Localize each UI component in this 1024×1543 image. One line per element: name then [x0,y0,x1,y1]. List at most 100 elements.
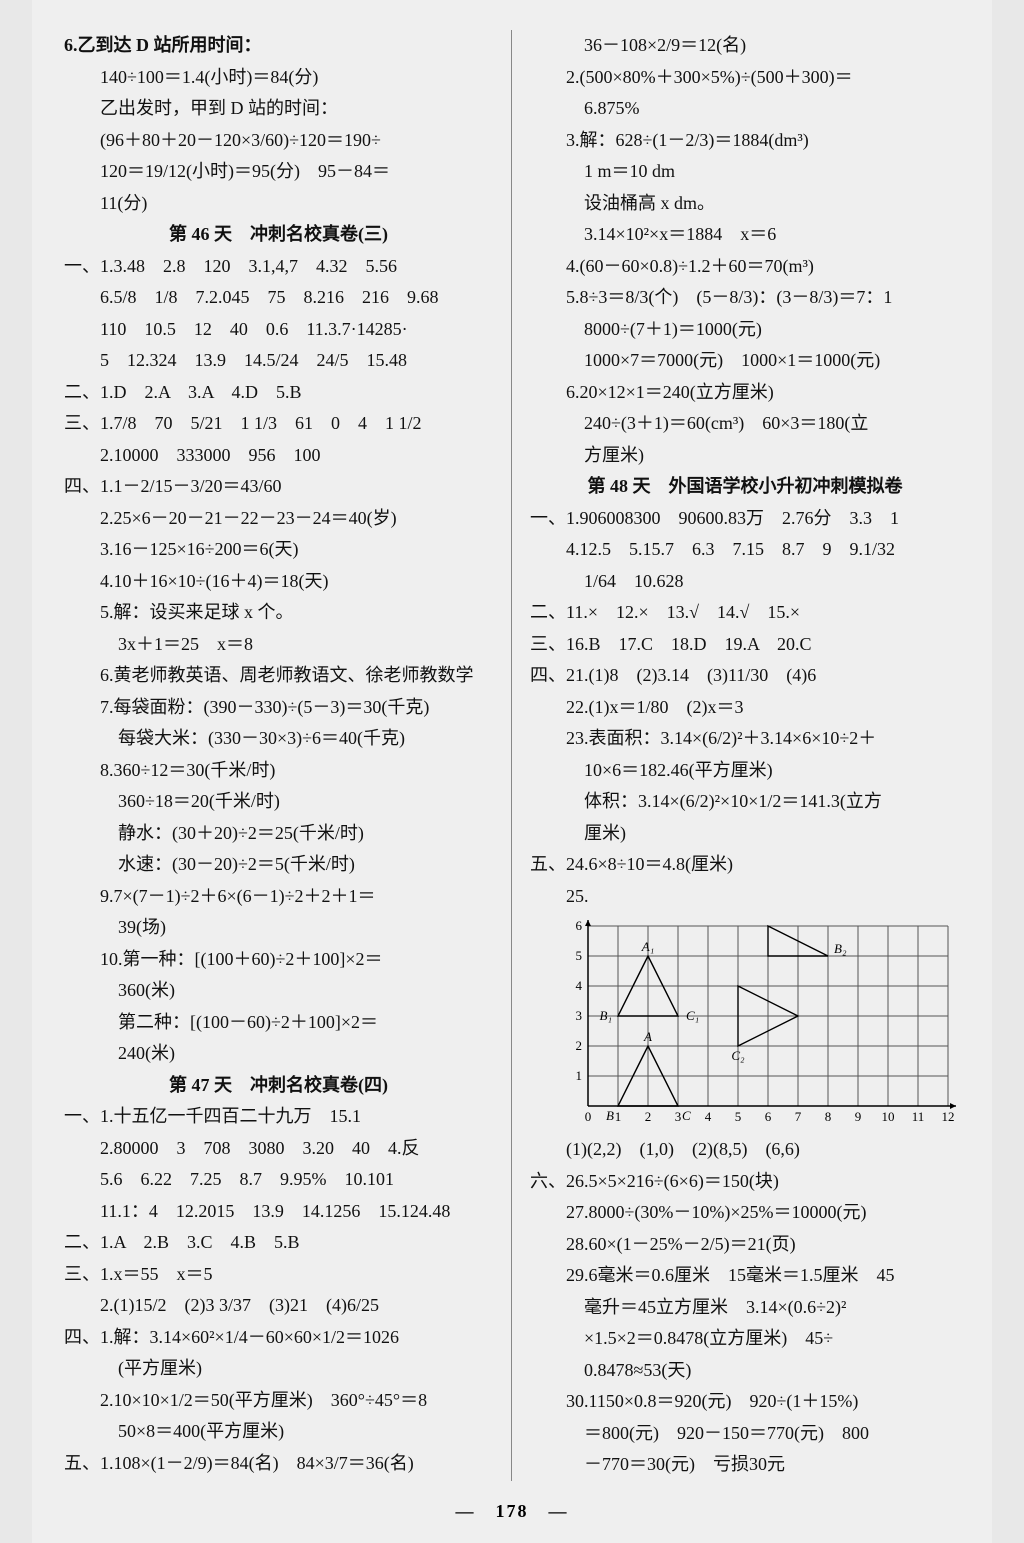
text-line: 6.5/8 1/8 7.2.045 75 8.216 216 9.68 [64,282,493,314]
text-line: 6.20×12×1＝240(立方厘米) [530,377,960,409]
svg-text:5: 5 [576,948,583,963]
svg-text:B₁: B₁ [600,1008,612,1023]
text-line: 30.1150×0.8＝920(元) 920÷(1＋15%) [530,1386,960,1418]
text-line: 五、1.108×(1－2/9)＝84(名) 84×3/7＝36(名) [64,1448,493,1480]
text-line: 10×6＝182.46(平方厘米) [530,755,960,787]
text-line: 五、24.6×8÷10＝4.8(厘米) [530,849,960,881]
text-line: 二、1.A 2.B 3.C 4.B 5.B [64,1227,493,1259]
text-line: 10.第一种：[(100＋60)÷2＋100]×2＝ [64,944,493,976]
text-line: 8000÷(7＋1)＝1000(元) [530,314,960,346]
text-line: 3x＋1＝25 x＝8 [64,629,493,661]
svg-text:4: 4 [576,978,583,993]
text-line: 0.8478≈53(天) [530,1355,960,1387]
text-line: 23.表面积：3.14×(6/2)²＋3.14×6×10÷2＋ [530,723,960,755]
text-line: 8.360÷12＝30(千米/时) [64,755,493,787]
text-line: 二、11.× 12.× 13.√ 14.√ 15.× [530,597,960,629]
page-number-value: 178 [496,1501,529,1521]
text-line: 3.14×10²×x＝1884 x＝6 [530,219,960,251]
text-line: 方厘米) [530,440,960,472]
text-line: 1 m＝10 dm [530,156,960,188]
text-line: 110 10.5 12 40 0.6 11.3.7·14285· [64,314,493,346]
text-line: 4.10＋16×10÷(16＋4)＝18(天) [64,566,493,598]
text-line: 2.(500×80%＋300×5%)÷(500＋300)＝ [530,62,960,94]
text-line: 一、1.十五亿一千四百二十九万 15.1 [64,1101,493,1133]
text-line: 6.乙到达 D 站所用时间： [64,30,493,62]
svg-text:1: 1 [576,1068,583,1083]
text-line: 9.7×(7－1)÷2＋6×(6－1)÷2＋2＋1＝ [64,881,493,913]
text-line: 5.解：设买来足球 x 个。 [64,597,493,629]
text-line: ×1.5×2＝0.8478(立方厘米) 45÷ [530,1323,960,1355]
text-line: 2.(1)15/2 (2)3 3/37 (3)21 (4)6/25 [64,1290,493,1322]
left-column: 6.乙到达 D 站所用时间：140÷100＝1.4(小时)＝84(分)乙出发时，… [64,30,512,1481]
text-line: 11.1：4 12.2015 13.9 14.1256 15.124.48 [64,1196,493,1228]
text-line: 设油桶高 x dm。 [530,188,960,220]
svg-text:3: 3 [576,1008,583,1023]
svg-text:6: 6 [765,1109,772,1124]
text-line: 50×8＝400(平方厘米) [64,1416,493,1448]
right-column: 36－108×2/9＝12(名)2.(500×80%＋300×5%)÷(500＋… [512,30,960,1481]
page: 6.乙到达 D 站所用时间：140÷100＝1.4(小时)＝84(分)乙出发时，… [32,0,992,1543]
text-line: 240÷(3＋1)＝60(cm³) 60×3＝180(立 [530,408,960,440]
text-line: (平方厘米) [64,1353,493,1385]
text-line: (1)(2,2) (1,0) (2)(8,5) (6,6) [530,1134,960,1166]
text-line: 3.16－125×16÷200＝6(天) [64,534,493,566]
text-line: 第 48 天 外国语学校小升初冲刺模拟卷 [530,471,960,503]
svg-text:C₂: C₂ [731,1048,745,1063]
text-line: 2.10×10×1/2＝50(平方厘米) 360°÷45°＝8 [64,1385,493,1417]
text-line: 36－108×2/9＝12(名) [530,30,960,62]
svg-text:9: 9 [855,1109,862,1124]
svg-text:8: 8 [825,1109,832,1124]
page-number: — 178 — [64,1497,960,1523]
svg-text:7: 7 [795,1109,802,1124]
text-line: 二、1.D 2.A 3.A 4.D 5.B [64,377,493,409]
text-line: 四、1.1－2/15－3/20＝43/60 [64,471,493,503]
text-line: 厘米) [530,818,960,850]
svg-text:C₁: C₁ [686,1008,699,1023]
text-line: 360÷18＝20(千米/时) [64,786,493,818]
text-line: 29.6毫米＝0.6厘米 15毫米＝1.5厘米 45 [530,1260,960,1292]
text-line: 三、1.7/8 70 5/21 1 1/3 61 0 4 1 1/2 [64,408,493,440]
text-line: 4.(60－60×0.8)÷1.2＋60＝70(m³) [530,251,960,283]
svg-text:6: 6 [576,918,583,933]
text-line: 4.12.5 5.15.7 6.3 7.15 8.7 9 9.1/32 [530,534,960,566]
svg-text:2: 2 [645,1109,652,1124]
svg-text:11: 11 [912,1109,925,1124]
svg-text:A: A [643,1029,652,1044]
text-line: 毫升＝45立方厘米 3.14×(0.6÷2)² [530,1292,960,1324]
text-line: 140÷100＝1.4(小时)＝84(分) [64,62,493,94]
text-line: 四、21.(1)8 (2)3.14 (3)11/30 (4)6 [530,660,960,692]
text-line: 360(米) [64,975,493,1007]
problem-25-graph: 0123456789101112123456BCAB₁C₁A₁C₂B₂ [566,916,960,1130]
text-line: 3.解：628÷(1－2/3)＝1884(dm³) [530,125,960,157]
text-line: 2.25×6－20－21－22－23－24＝40(岁) [64,503,493,535]
text-line: 25. [530,881,960,913]
svg-text:12: 12 [942,1109,955,1124]
svg-text:A₁: A₁ [641,939,654,954]
svg-text:10: 10 [882,1109,895,1124]
svg-text:2: 2 [576,1038,583,1053]
text-line: 1/64 10.628 [530,566,960,598]
svg-text:1: 1 [615,1109,622,1124]
text-line: 2.80000 3 708 3080 3.20 40 4.反 [64,1133,493,1165]
text-line: 六、26.5×5×216÷(6×6)＝150(块) [530,1166,960,1198]
svg-text:C: C [682,1108,691,1123]
svg-text:3: 3 [675,1109,682,1124]
text-line: 第 46 天 冲刺名校真卷(三) [64,219,493,251]
text-line: 第二种：[(100－60)÷2＋100]×2＝ [64,1007,493,1039]
text-line: 5.6 6.22 7.25 8.7 9.95% 10.101 [64,1164,493,1196]
coordinate-grid: 0123456789101112123456BCAB₁C₁A₁C₂B₂ [566,916,968,1130]
text-line: 120＝19/12(小时)＝95(分) 95－84＝ [64,156,493,188]
svg-text:0: 0 [585,1109,592,1124]
text-line: 5 12.324 13.9 14.5/24 24/5 15.48 [64,345,493,377]
text-line: 一、1.3.48 2.8 120 3.1,4,7 4.32 5.56 [64,251,493,283]
text-line: 一、1.906008300 90600.83万 2.76分 3.3 1 [530,503,960,535]
text-line: 第 47 天 冲刺名校真卷(四) [64,1070,493,1102]
svg-text:5: 5 [735,1109,742,1124]
text-line: 28.60×(1－25%－2/5)＝21(页) [530,1229,960,1261]
text-line: 27.8000÷(30%－10%)×25%＝10000(元) [530,1197,960,1229]
text-line: 静水：(30＋20)÷2＝25(千米/时) [64,818,493,850]
text-line: 5.8÷3＝8/3(个) (5－8/3)：(3－8/3)＝7：1 [530,282,960,314]
two-column-layout: 6.乙到达 D 站所用时间：140÷100＝1.4(小时)＝84(分)乙出发时，… [64,30,960,1481]
text-line: 水速：(30－20)÷2＝5(千米/时) [64,849,493,881]
text-line: 22.(1)x＝1/80 (2)x＝3 [530,692,960,724]
